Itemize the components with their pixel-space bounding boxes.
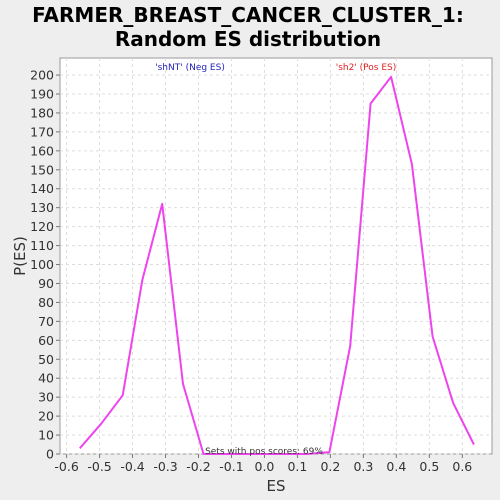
y-tick-label: 30 — [38, 390, 54, 405]
grid-lines — [60, 58, 492, 455]
y-axis-label: P(ES) — [11, 236, 29, 276]
chart-title-line-2: Random ES distribution — [115, 27, 381, 51]
y-tick-label: 120 — [30, 219, 54, 234]
plot-area — [59, 57, 493, 455]
y-tick-label: 100 — [30, 257, 54, 272]
series-layer — [79, 75, 475, 455]
x-tick-label: 0.3 — [353, 459, 373, 474]
x-tick-label: -0.6 — [54, 459, 78, 474]
neg-es-label: 'shNT' (Neg ES) — [155, 63, 225, 73]
y-tick-label: 0 — [46, 447, 54, 462]
chart-title-line-1: FARMER_BREAST_CANCER_CLUSTER_1: — [32, 3, 464, 27]
y-tick-label: 160 — [30, 143, 54, 158]
y-tick-label: 140 — [30, 181, 54, 196]
y-tick-label: 180 — [30, 105, 54, 120]
x-tick-label: 0.0 — [255, 459, 275, 474]
pos-score-footnote: Sets with pos scores: 69% — [205, 447, 323, 457]
x-tick-label: 0.4 — [386, 459, 406, 474]
x-tick-label: 0.1 — [287, 459, 307, 474]
y-tick-label: 130 — [30, 200, 54, 215]
es-distribution-line — [79, 75, 475, 455]
y-tick-label: 20 — [38, 409, 54, 424]
x-tick-label: 0.6 — [452, 459, 472, 474]
y-tick-label: 80 — [38, 295, 54, 310]
y-tick-label: 110 — [30, 238, 54, 253]
x-tick-label: 0.5 — [419, 459, 439, 474]
y-tick-label: 170 — [30, 124, 54, 139]
y-tick-label: 60 — [38, 333, 54, 348]
x-tick-label: -0.5 — [87, 459, 111, 474]
axis-ticks: 0 10 20 30 40 50 60 70 80 90 100 110 120 130 140 150 160… — [30, 68, 472, 474]
x-tick-label: -0.4 — [120, 459, 144, 474]
x-tick-label: -0.3 — [153, 459, 177, 474]
y-tick-label: 190 — [30, 87, 54, 102]
y-tick-label: 150 — [30, 162, 54, 177]
y-tick-label: 40 — [38, 371, 54, 386]
y-tick-label: 10 — [38, 428, 54, 443]
x-axis-label: ES — [267, 477, 286, 495]
y-tick-label: 90 — [38, 276, 54, 291]
x-tick-label: -0.1 — [219, 459, 243, 474]
x-tick-label: -0.2 — [186, 459, 210, 474]
y-tick-label: 70 — [38, 314, 54, 329]
x-tick-label: 0.2 — [320, 459, 340, 474]
y-tick-label: 200 — [30, 68, 54, 83]
y-tick-label: 50 — [38, 352, 54, 367]
pos-es-label: 'sh2' (Pos ES) — [336, 63, 397, 73]
